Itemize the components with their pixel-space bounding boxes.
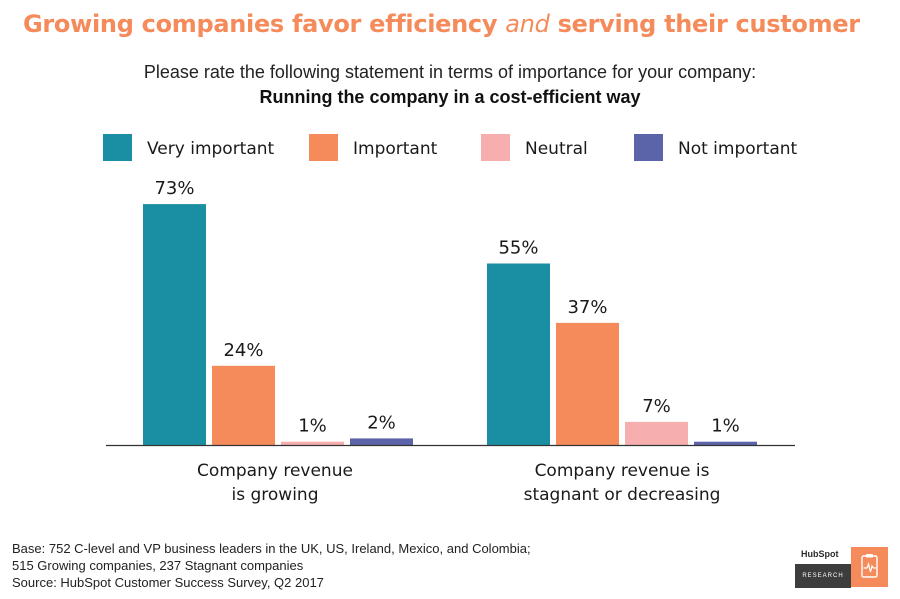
footnote-base: Base: 752 C-level and VP business leader… (12, 541, 531, 556)
clipboard-pulse-icon (851, 547, 888, 587)
category-label-1: Company revenue is stagnant or decreasing (492, 459, 752, 507)
hubspot-research-logo: HubSpot RESEARCH (793, 545, 890, 589)
headline-part2: serving their customer (557, 10, 861, 38)
survey-statement: Running the company in a cost-efficient … (259, 87, 641, 107)
bar-1-3 (694, 441, 757, 445)
survey-question: Please rate the following statement in t… (143, 62, 757, 82)
legend-label-0: Very important (147, 139, 275, 159)
legend-label-1: Important (353, 139, 438, 159)
bar-value-label-0-1: 24% (223, 340, 263, 361)
bar-0-2 (281, 441, 344, 445)
headline-part1: Growing companies favor efficiency (23, 10, 498, 38)
category-label-line-0-1: is growing (231, 485, 319, 505)
chart-headline: Growing companies favor efficiency and s… (23, 10, 893, 38)
category-label-0: Company revenue is growing (145, 459, 405, 507)
bar-value-label-1-0: 55% (498, 238, 538, 259)
bar-1-0 (487, 263, 550, 445)
legend-swatch-0 (103, 134, 132, 161)
footnote: Base: 752 C-level and VP business leader… (12, 540, 531, 591)
bar-value-label-1-1: 37% (567, 297, 607, 318)
logo-brand: HubSpot (801, 549, 839, 559)
bar-0-0 (143, 204, 206, 445)
bar-0-1 (212, 365, 275, 445)
legend-swatch-2 (481, 134, 510, 161)
bar-value-label-0-2: 1% (298, 416, 327, 437)
category-label-line-0-0: Company revenue (197, 461, 353, 481)
bar-1-2 (625, 421, 688, 445)
bar-chart: Very important Important Neutral Not import… (103, 134, 798, 447)
bar-1-1 (556, 322, 619, 445)
legend-swatch-3 (634, 134, 663, 161)
logo-subtitle: RESEARCH (795, 564, 851, 588)
category-label-line-1-0: Company revenue is (534, 461, 710, 481)
bar-value-label-0-3: 2% (367, 412, 396, 433)
legend-label-2: Neutral (525, 139, 588, 159)
legend-swatch-1 (309, 134, 338, 161)
bar-value-label-1-2: 7% (642, 396, 671, 417)
bar-0-3 (350, 438, 413, 445)
legend-label-3: Not important (678, 139, 798, 159)
footnote-counts: 515 Growing companies, 237 Stagnant comp… (12, 558, 304, 573)
bar-value-label-0-0: 73% (154, 178, 194, 199)
footnote-source: Source: HubSpot Customer Success Survey,… (12, 575, 324, 590)
headline-italic: and (505, 10, 550, 38)
bar-value-label-1-3: 1% (711, 416, 740, 437)
category-label-line-1-1: stagnant or decreasing (523, 485, 721, 505)
